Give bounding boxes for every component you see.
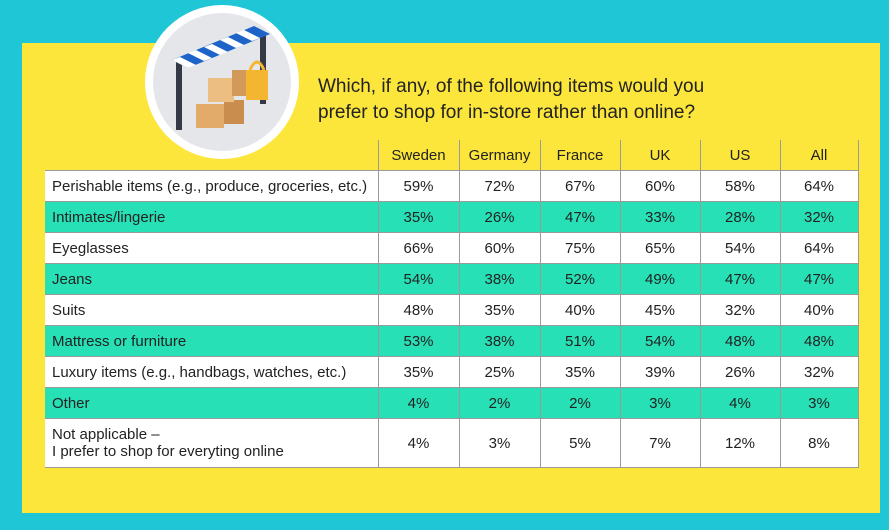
value-cell: 75% <box>539 232 621 264</box>
column-header: US <box>699 140 781 171</box>
value-cell: 54% <box>619 325 701 357</box>
value-cell: 64% <box>779 170 859 202</box>
table-row: Eyeglasses 66% 60% 75% 65% 54% 64% <box>45 232 859 264</box>
value-cell: 3% <box>619 387 701 419</box>
table-row: Perishable items (e.g., produce, groceri… <box>45 170 859 202</box>
value-cell: 64% <box>779 232 859 264</box>
value-cell: 2% <box>539 387 621 419</box>
value-cell: 39% <box>619 356 701 388</box>
value-cell: 28% <box>699 201 781 233</box>
column-header: France <box>539 140 621 171</box>
table-row: Intimates/lingerie 35% 26% 47% 33% 28% 32% <box>45 201 859 233</box>
value-cell: 51% <box>539 325 621 357</box>
value-cell: 48% <box>699 325 781 357</box>
table-row: Other 4% 2% 2% 3% 4% 3% <box>45 387 859 419</box>
title: Which, if any, of the following items wo… <box>318 74 704 126</box>
title-line: prefer to shop for in-store rather than … <box>318 102 696 123</box>
value-cell: 4% <box>377 387 460 419</box>
value-cell: 3% <box>458 418 541 468</box>
column-header: All <box>779 140 859 171</box>
row-label-line: Luxury items (e.g., handbags, watches, e… <box>52 363 347 381</box>
header-row: Sweden Germany France UK US All <box>45 140 859 171</box>
row-label: Eyeglasses <box>45 232 379 264</box>
row-label: Intimates/lingerie <box>45 201 379 233</box>
table-row: Not applicable – I prefer to shop for eve… <box>45 418 859 468</box>
row-label-line: Suits <box>52 301 86 319</box>
value-cell: 65% <box>619 232 701 264</box>
table-row: Luxury items (e.g., handbags, watches, e… <box>45 356 859 388</box>
value-cell: 60% <box>458 232 541 264</box>
value-cell: 33% <box>619 201 701 233</box>
value-cell: 54% <box>377 263 460 295</box>
value-cell: 38% <box>458 263 541 295</box>
value-cell: 38% <box>458 325 541 357</box>
column-header: UK <box>619 140 701 171</box>
value-cell: 26% <box>699 356 781 388</box>
value-cell: 53% <box>377 325 460 357</box>
row-label-line: Perishable items (e.g., produce, groceri… <box>52 177 368 195</box>
column-header: Sweden <box>377 140 460 171</box>
value-cell: 47% <box>539 201 621 233</box>
row-label: Not applicable – I prefer to shop for eve… <box>45 418 379 468</box>
value-cell: 3% <box>779 387 859 419</box>
value-cell: 35% <box>377 356 460 388</box>
table-row: Suits 48% 35% 40% 45% 32% 40% <box>45 294 859 326</box>
row-label-line: Jeans <box>52 270 93 288</box>
value-cell: 5% <box>539 418 621 468</box>
value-cell: 7% <box>619 418 701 468</box>
value-cell: 4% <box>699 387 781 419</box>
value-cell: 2% <box>458 387 541 419</box>
survey-table: Sweden Germany France UK US All Perishable ite… <box>45 140 859 468</box>
row-label: Mattress or furniture <box>45 325 379 357</box>
value-cell: 67% <box>539 170 621 202</box>
value-cell: 59% <box>377 170 460 202</box>
value-cell: 25% <box>458 356 541 388</box>
row-label: Luxury items (e.g., handbags, watches, e… <box>45 356 379 388</box>
value-cell: 58% <box>699 170 781 202</box>
table-row: Mattress or furniture 53% 38% 51% 54% 48% 48% <box>45 325 859 357</box>
value-cell: 35% <box>377 201 460 233</box>
value-cell: 32% <box>779 356 859 388</box>
value-cell: 8% <box>779 418 859 468</box>
value-cell: 35% <box>458 294 541 326</box>
corner-cell <box>45 140 379 171</box>
value-cell: 45% <box>619 294 701 326</box>
value-cell: 48% <box>377 294 460 326</box>
row-label: Suits <box>45 294 379 326</box>
value-cell: 52% <box>539 263 621 295</box>
value-cell: 40% <box>539 294 621 326</box>
value-cell: 47% <box>779 263 859 295</box>
row-label-line: Eyeglasses <box>52 239 129 257</box>
value-cell: 72% <box>458 170 541 202</box>
value-cell: 26% <box>458 201 541 233</box>
title-line: Which, if any, of the following items wo… <box>318 76 705 97</box>
row-label-line: I prefer to shop for everyting online <box>52 443 284 460</box>
row-label: Perishable items (e.g., produce, groceri… <box>45 170 379 202</box>
value-cell: 40% <box>779 294 859 326</box>
value-cell: 47% <box>699 263 781 295</box>
value-cell: 35% <box>539 356 621 388</box>
value-cell: 12% <box>699 418 781 468</box>
value-cell: 4% <box>377 418 460 468</box>
row-label-line: Not applicable – <box>52 426 160 443</box>
value-cell: 32% <box>699 294 781 326</box>
row-label-line: Intimates/lingerie <box>52 208 166 226</box>
row-label-line: Mattress or furniture <box>52 332 187 350</box>
row-label: Jeans <box>45 263 379 295</box>
value-cell: 32% <box>779 201 859 233</box>
column-header: Germany <box>458 140 541 171</box>
table-row: Jeans 54% 38% 52% 49% 47% 47% <box>45 263 859 295</box>
shop-icon <box>145 5 299 159</box>
value-cell: 49% <box>619 263 701 295</box>
value-cell: 60% <box>619 170 701 202</box>
row-label: Other <box>45 387 379 419</box>
value-cell: 66% <box>377 232 460 264</box>
value-cell: 54% <box>699 232 781 264</box>
row-label-line: Other <box>52 394 90 412</box>
value-cell: 48% <box>779 325 859 357</box>
